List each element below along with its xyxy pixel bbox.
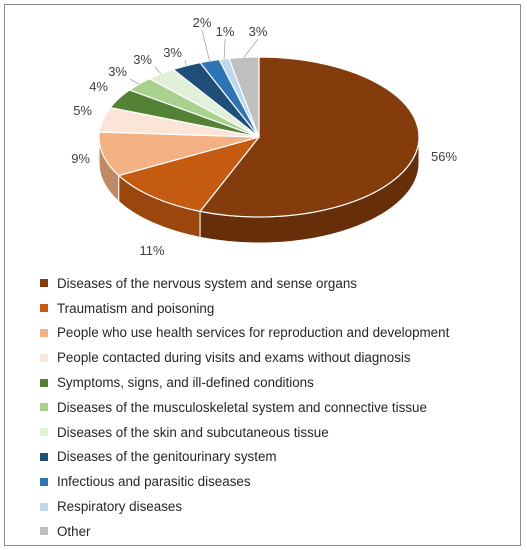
legend: Diseases of the nervous system and sense… <box>40 271 449 544</box>
legend-item: Infectious and parasitic diseases <box>40 469 449 494</box>
legend-item: Other <box>40 519 449 544</box>
legend-swatch <box>40 477 48 486</box>
pie-slice-2 <box>98 131 260 177</box>
data-label-3: 5% <box>73 103 92 118</box>
data-label-9: 1% <box>216 24 235 39</box>
legend-label: Symptoms, signs, and ill-defined conditi… <box>57 375 314 391</box>
legend-item: Symptoms, signs, and ill-defined conditi… <box>40 370 449 395</box>
data-label-5: 3% <box>108 64 127 79</box>
leader-line-5 <box>129 78 140 85</box>
legend-label: Traumatism and poisoning <box>57 300 215 316</box>
data-label-6: 3% <box>133 52 152 67</box>
legend-swatch <box>40 353 48 362</box>
legend-swatch <box>40 403 48 412</box>
legend-label: Respiratory diseases <box>57 499 183 515</box>
legend-label: Other <box>57 523 91 539</box>
legend-label: People who use health services for repro… <box>57 325 450 341</box>
legend-swatch <box>40 304 48 313</box>
legend-swatch <box>40 452 48 461</box>
legend-swatch <box>40 328 48 337</box>
data-label-4: 4% <box>89 79 108 94</box>
legend-label: Diseases of the skin and subcutaneous ti… <box>57 424 329 440</box>
legend-label: People contacted during visits and exams… <box>57 350 411 366</box>
data-label-1: 11% <box>139 243 164 258</box>
data-label-8: 2% <box>193 15 212 30</box>
pie-slice-0 <box>199 56 420 218</box>
leader-line-6 <box>154 66 162 75</box>
legend-label: Diseases of the nervous system and sense… <box>57 275 357 291</box>
legend-item: People contacted during visits and exams… <box>40 345 449 370</box>
data-label-7: 3% <box>163 45 182 60</box>
pie-slice-1 <box>118 136 260 212</box>
legend-item: Diseases of the genitourinary system <box>40 445 449 470</box>
legend-item: Respiratory diseases <box>40 494 449 519</box>
legend-item: People who use health services for repro… <box>40 321 449 346</box>
legend-item: Traumatism and poisoning <box>40 296 449 321</box>
legend-swatch <box>40 428 48 437</box>
leader-line-10 <box>243 38 259 58</box>
legend-swatch <box>40 527 48 536</box>
legend-swatch <box>40 378 48 387</box>
legend-item: Diseases of the skin and subcutaneous ti… <box>40 420 449 445</box>
pie-chart: 56%11%9%5%4%3%3% 3%2%1% 3% <box>71 15 457 258</box>
data-label-0: 56% <box>431 149 457 164</box>
legend-item: Diseases of the nervous system and sense… <box>40 271 449 296</box>
leader-line-9 <box>223 38 226 59</box>
leader-line-8 <box>201 29 210 62</box>
legend-swatch <box>40 502 48 511</box>
data-label-10: 3% <box>249 24 268 39</box>
legend-label: Infectious and parasitic diseases <box>57 474 251 490</box>
leader-line-7 <box>184 59 187 66</box>
legend-label: Diseases of the musculoskeletal system a… <box>57 399 427 415</box>
data-label-2: 9% <box>71 151 90 166</box>
legend-swatch <box>40 279 48 288</box>
legend-item: Diseases of the musculoskeletal system a… <box>40 395 449 420</box>
legend-label: Diseases of the genitourinary system <box>57 449 277 465</box>
